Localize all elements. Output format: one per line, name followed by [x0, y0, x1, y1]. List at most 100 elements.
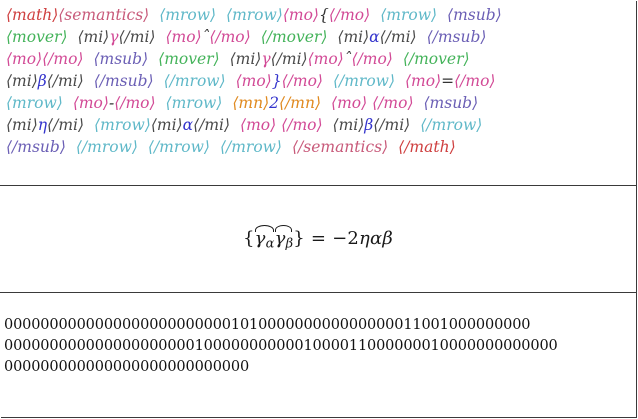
- rendered-formula-panel: {γα γβ} = −2ηαβ: [0, 186, 636, 293]
- mathml-token: ⟨/mi⟩: [118, 28, 156, 46]
- mathml-token: ⟨/mo⟩: [372, 94, 414, 112]
- mathml-token: ⟨mi⟩: [337, 28, 370, 46]
- mathml-token: ⟨mo⟩: [331, 94, 368, 112]
- mathml-token: }: [271, 72, 282, 90]
- mathml-token: ⟨/mo⟩: [42, 50, 84, 68]
- formula-open-brace: {: [243, 228, 255, 250]
- mathml-line: ⟨mover⟩ ⟨mi⟩γ⟨/mi⟩ ⟨mo⟩ˆ⟨/mo⟩ ⟨/mover⟩ ⟨mi⟩α…: [6, 26, 630, 48]
- binary-line: 0000000000000000000001000000000001000011…: [4, 338, 558, 354]
- mathml-token: ⟨math⟩: [6, 6, 59, 24]
- mathml-token: ⟨mo⟩: [307, 50, 344, 68]
- mathml-token: ⟨mrow⟩: [380, 6, 438, 24]
- mathml-token: ⟨/mo⟩: [328, 6, 371, 24]
- mathml-token: ⟨mi⟩: [6, 116, 38, 134]
- mathml-token: η: [37, 116, 48, 134]
- mathml-token: ⟨/math⟩: [398, 138, 456, 156]
- mathml-token: ⟨/semantics⟩: [291, 138, 389, 156]
- formula-equals: =: [310, 228, 327, 250]
- mathml-token: ⟨mrow⟩: [165, 94, 223, 112]
- mathml-token: α: [182, 116, 194, 134]
- mathml-token: γ: [261, 50, 271, 68]
- mathml-token: ⟨/mrow⟩: [75, 138, 138, 156]
- mathml-line: ⟨mi⟩η⟨/mi⟩ ⟨mrow⟩⟨mi⟩α⟨/mi⟩ ⟨mo⟩ ⟨/mo⟩ ⟨mi⟩β…: [6, 114, 630, 136]
- mathml-token: ⟨mo⟩: [240, 116, 277, 134]
- mathml-markup-lines: ⟨math⟩⟨semantics⟩ ⟨mrow⟩ ⟨mrow⟩⟨mo⟩{⟨/mo⟩ ⟨…: [6, 4, 630, 158]
- mathml-token: ⟨/mover⟩: [260, 28, 328, 46]
- mathml-token: ⟨mi⟩: [77, 28, 110, 46]
- binary-line: 000000000000000000000000000: [4, 359, 250, 375]
- gamma-beta-hat-group: γβ: [274, 225, 294, 252]
- mathml-token: ⟨/msub⟩: [93, 72, 154, 90]
- mathml-token: ⟨mrow⟩: [94, 116, 151, 134]
- mathml-token: ⟨mo⟩: [72, 94, 109, 112]
- mathml-token: ⟨/mrow⟩: [219, 138, 282, 156]
- mathml-token: ⟨mi⟩: [6, 72, 38, 90]
- mathml-token: ⟨/mrow⟩: [163, 72, 226, 90]
- mathml-token: ⟨/mo⟩: [454, 72, 496, 90]
- mathml-token: ⟨msub⟩: [447, 6, 502, 24]
- gamma-1: γ: [254, 228, 266, 250]
- mathml-token: ⟨semantics⟩: [58, 6, 150, 24]
- mathml-token: α: [369, 28, 380, 46]
- mathml-token: =: [441, 72, 455, 90]
- mathml-token: ⟨mover⟩: [158, 50, 220, 68]
- mathml-token: ⟨mi⟩: [332, 116, 365, 134]
- mathml-token: ⟨mo⟩: [235, 72, 272, 90]
- mathml-token: β: [364, 116, 374, 134]
- mathml-token: ⟨/mrow⟩: [147, 138, 210, 156]
- mathml-token: ⟨/mi⟩: [373, 116, 411, 134]
- mathml-token: ⟨mn⟩: [232, 94, 270, 112]
- gamma-alpha-hat-group: γα: [254, 225, 275, 252]
- mathml-token: {: [318, 6, 329, 24]
- mathml-token: ⟨mi⟩: [229, 50, 262, 68]
- mathml-token: ⟨/mo⟩: [114, 94, 156, 112]
- mathml-token: ⟨/mrow⟩: [332, 72, 395, 90]
- mathml-token: ⟨/mrow⟩: [420, 116, 483, 134]
- formula-two: 2: [347, 228, 360, 250]
- formula-alpha: α: [370, 228, 383, 250]
- mathml-token: ⟨/mo⟩: [209, 28, 251, 46]
- mathml-token: ⟨/mn⟩: [279, 94, 322, 112]
- mathml-token: ˆ: [343, 50, 352, 68]
- mathml-token: ⟨msub⟩: [93, 50, 149, 68]
- formula-beta: β: [382, 228, 393, 250]
- mathml-token: ⟨mrow⟩: [159, 6, 217, 24]
- mathml-token: ⟨/mo⟩: [351, 50, 393, 68]
- mathml-line: ⟨mrow⟩ ⟨mo⟩-⟨/mo⟩ ⟨mrow⟩ ⟨mn⟩2⟨/mn⟩ ⟨mo⟩ ⟨/mo…: [6, 92, 630, 114]
- mathml-line: ⟨/msub⟩ ⟨/mrow⟩ ⟨/mrow⟩ ⟨/mrow⟩ ⟨/semantics⟩…: [6, 136, 630, 158]
- mathml-line: ⟨math⟩⟨semantics⟩ ⟨mrow⟩ ⟨mrow⟩⟨mo⟩{⟨/mo⟩ ⟨…: [6, 4, 630, 26]
- mathml-token: β: [37, 72, 47, 90]
- mathml-token: 2: [269, 94, 280, 112]
- mathml-token: ⟨mi⟩: [150, 116, 183, 134]
- mathml-token: γ: [109, 28, 119, 46]
- mathml-token: ⟨mrow⟩: [226, 6, 283, 24]
- mathml-token: -: [108, 94, 115, 112]
- mathml-token: ⟨mrow⟩: [6, 94, 63, 112]
- formula-eta: η: [359, 228, 370, 250]
- mathml-token: ⟨/mo⟩: [281, 116, 323, 134]
- binary-encoding-panel: 0000000000000000000000000101000000000000…: [0, 293, 636, 417]
- mathml-markup-panel: ⟨math⟩⟨semantics⟩ ⟨mrow⟩ ⟨mrow⟩⟨mo⟩{⟨/mo⟩ ⟨…: [0, 0, 636, 186]
- mathml-token: ⟨/msub⟩: [426, 28, 487, 46]
- mathml-token: ⟨mover⟩: [6, 28, 68, 46]
- formula-minus: −: [332, 228, 348, 250]
- hat-accent-icon: [274, 225, 293, 233]
- formula-close-brace: }: [293, 228, 305, 250]
- mathml-token: ⟨/mi⟩: [193, 116, 231, 134]
- mathml-token: ⟨mo⟩: [6, 50, 43, 68]
- mathml-token: ˆ: [201, 28, 210, 46]
- mathml-token: ⟨/mo⟩: [281, 72, 323, 90]
- mathml-token: ⟨/mover⟩: [402, 50, 470, 68]
- mathml-token: ⟨msub⟩: [423, 94, 479, 112]
- mathml-token: ⟨mo⟩: [282, 6, 319, 24]
- gamma-2: γ: [274, 228, 286, 250]
- mathml-token: ⟨/mi⟩: [47, 116, 85, 134]
- mathml-line: ⟨mo⟩⟨/mo⟩ ⟨msub⟩ ⟨mover⟩ ⟨mi⟩γ⟨/mi⟩⟨mo⟩ˆ⟨/m…: [6, 48, 630, 70]
- formula-expression: {γα γβ} = −2ηαβ: [243, 225, 393, 252]
- mathml-token: ⟨/msub⟩: [6, 138, 66, 156]
- mathml-token: ⟨mo⟩: [165, 28, 202, 46]
- mathml-token: ⟨/mi⟩: [379, 28, 417, 46]
- subscript-beta: β: [285, 236, 294, 252]
- mathml-token: ⟨/mi⟩: [46, 72, 84, 90]
